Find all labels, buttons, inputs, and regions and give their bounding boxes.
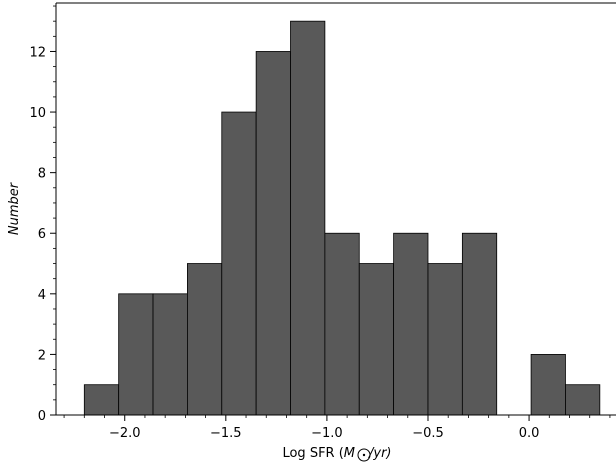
x-axis-label: Log SFR (M/yr) — [282, 446, 391, 461]
y-tick-label: 8 — [38, 167, 46, 182]
x-tick-label: −2.0 — [109, 426, 141, 441]
y-tick-label: 2 — [38, 348, 46, 363]
y-tick-label: 4 — [38, 288, 46, 303]
sun-symbol — [357, 448, 371, 462]
histogram-bar-0 — [83, 384, 120, 416]
histogram-bar-1 — [118, 293, 154, 416]
x-tick-label: −1.0 — [311, 426, 343, 441]
histogram-bar-6 — [290, 20, 326, 416]
y-axis-ticks: 0 2 4 6 8 10 12 — [29, 5, 56, 424]
histogram-bar-7 — [324, 232, 360, 416]
y-tick-label: 0 — [38, 409, 46, 424]
x-tick-label: 0.0 — [519, 426, 540, 441]
x-axis-ticks: −2.0 −1.5 −1.0 −0.5 0.0 — [63, 415, 611, 441]
histogram-bar-4 — [221, 111, 257, 416]
x-tick-label: −1.5 — [210, 426, 242, 441]
histogram-bar-10 — [427, 263, 463, 416]
histogram-bar-3 — [187, 263, 223, 416]
y-tick-label: 12 — [29, 45, 46, 60]
histogram-bar-11 — [461, 232, 498, 416]
histogram-bars — [83, 20, 601, 416]
histogram-bar-9 — [393, 232, 429, 416]
histogram-bar-13 — [530, 354, 566, 416]
y-tick-label: 10 — [29, 106, 46, 121]
y-tick-label: 6 — [38, 227, 46, 242]
y-axis-label: Number — [7, 181, 22, 235]
histogram-bar-2 — [152, 293, 188, 416]
histogram-bar-5 — [255, 51, 291, 416]
histogram-bar-8 — [358, 263, 395, 416]
histogram-bar-14 — [565, 384, 601, 416]
x-tick-label: −0.5 — [412, 426, 444, 441]
